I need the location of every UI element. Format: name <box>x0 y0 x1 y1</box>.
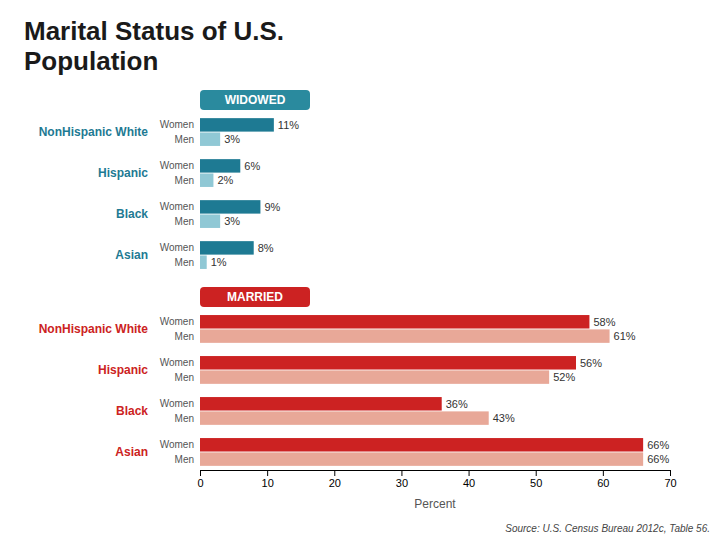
bar <box>200 173 213 186</box>
series-label: Women <box>160 357 194 368</box>
x-tick-mark <box>536 470 537 476</box>
group-label: Asian <box>115 445 148 459</box>
data-label: 43% <box>493 412 515 424</box>
bar <box>200 356 576 369</box>
series-label: Men <box>175 175 194 186</box>
data-label: 11% <box>278 119 299 131</box>
data-label: 3% <box>224 133 240 145</box>
series-label: Women <box>160 160 194 171</box>
series-label: Men <box>175 454 194 465</box>
bar <box>200 255 207 268</box>
series-label: Women <box>160 242 194 253</box>
group-label: Hispanic <box>98 363 148 377</box>
x-tick: 10 <box>262 470 274 489</box>
data-label: 2% <box>217 174 233 186</box>
bar <box>200 329 610 342</box>
chart: Marital Status of U.S.Population WIDOWED N… <box>0 0 720 540</box>
x-tick-label: 60 <box>597 477 609 489</box>
group-label: Black <box>116 207 148 221</box>
section-header: MARRIED <box>200 287 310 307</box>
data-label: 3% <box>224 215 240 227</box>
x-tick-label: 0 <box>197 477 203 489</box>
x-tick: 70 <box>664 470 676 489</box>
x-tick-label: 30 <box>396 477 408 489</box>
x-tick-mark <box>267 470 268 476</box>
section-header-label: MARRIED <box>227 290 283 304</box>
data-label: 66% <box>647 453 669 465</box>
x-tick: 40 <box>463 470 475 489</box>
x-tick-mark <box>334 470 335 476</box>
bar <box>200 214 220 227</box>
x-axis-title: Percent <box>414 497 456 511</box>
section-header-label: WIDOWED <box>225 93 286 107</box>
x-axis: 0 10 20 30 40 50 60 70 <box>197 470 676 489</box>
title: Marital Status of U.S.Population <box>24 16 284 76</box>
bar <box>200 132 220 145</box>
data-label: 61% <box>614 330 636 342</box>
series-label: Women <box>160 398 194 409</box>
x-tick: 60 <box>597 470 609 489</box>
series-label: Women <box>160 439 194 450</box>
x-tick-mark <box>469 470 470 476</box>
data-label: 6% <box>244 160 260 172</box>
x-axis-line <box>201 471 671 477</box>
series-label: Men <box>175 372 194 383</box>
data-label: 36% <box>446 398 468 410</box>
group-label: Asian <box>115 248 148 262</box>
series-label: Women <box>160 119 194 130</box>
series-label: Women <box>160 316 194 327</box>
group-label: NonHispanic White <box>39 125 149 139</box>
series-label: Women <box>160 201 194 212</box>
x-tick: 50 <box>530 470 542 489</box>
bar <box>200 118 274 131</box>
bars <box>200 118 643 466</box>
section-header: WIDOWED <box>200 90 310 110</box>
x-tick-label: 70 <box>664 477 676 489</box>
x-tick: 0 <box>197 470 203 489</box>
group-label: Black <box>116 404 148 418</box>
x-tick-label: 50 <box>530 477 542 489</box>
bar <box>200 200 260 213</box>
data-label: 1% <box>211 256 227 268</box>
x-tick-mark <box>401 470 402 476</box>
bar <box>200 452 643 465</box>
series-label: Men <box>175 413 194 424</box>
data-label: 9% <box>264 201 280 213</box>
bar <box>200 241 254 254</box>
series-label: Men <box>175 331 194 342</box>
x-tick-label: 20 <box>329 477 341 489</box>
x-tick-mark <box>200 470 201 476</box>
x-tick: 20 <box>329 470 341 489</box>
series-label: Men <box>175 134 194 145</box>
data-label: 58% <box>593 316 615 328</box>
data-label: 56% <box>580 357 602 369</box>
bar <box>200 397 442 410</box>
labels: WIDOWED NonHispanic White Women 11% Men 3% His… <box>39 90 670 465</box>
group-label: NonHispanic White <box>39 322 149 336</box>
x-tick-label: 40 <box>463 477 475 489</box>
x-tick-label: 10 <box>262 477 274 489</box>
x-tick-mark <box>603 470 604 476</box>
group-label: Hispanic <box>98 166 148 180</box>
x-tick: 30 <box>396 470 408 489</box>
data-label: 52% <box>553 371 575 383</box>
x-tick-mark <box>670 470 671 476</box>
bar <box>200 159 240 172</box>
data-label: 8% <box>258 242 274 254</box>
bar <box>200 411 489 424</box>
data-label: 66% <box>647 439 669 451</box>
section-header-box <box>200 90 310 110</box>
series-label: Men <box>175 257 194 268</box>
series-label: Men <box>175 216 194 227</box>
source: Source: U.S. Census Bureau 2012c, Table … <box>505 523 710 534</box>
bar <box>200 438 643 451</box>
bar <box>200 370 549 383</box>
section-header-box <box>200 287 310 307</box>
bar <box>200 315 589 328</box>
